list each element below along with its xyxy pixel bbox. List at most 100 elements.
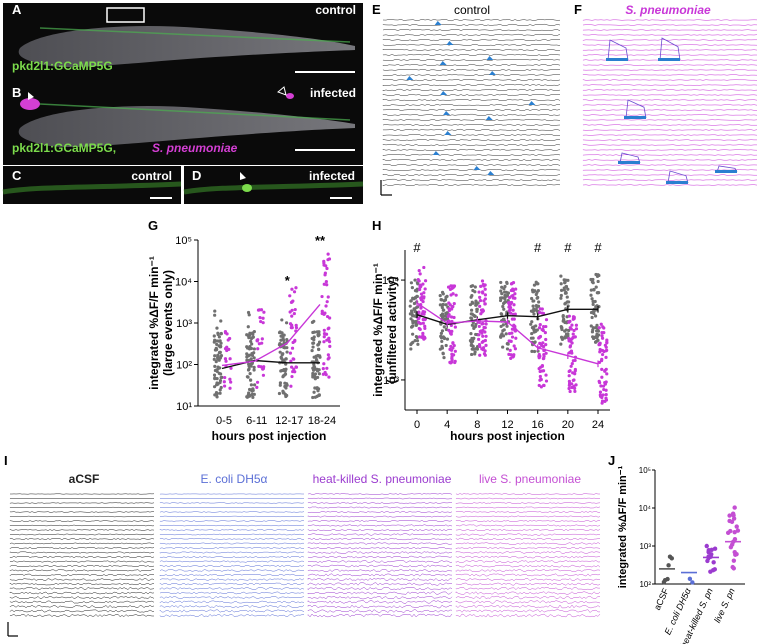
- scatter-point: [600, 336, 605, 340]
- scatter-point: [290, 326, 294, 330]
- panel-i-letter: I: [4, 453, 8, 468]
- scatter-point: [417, 316, 421, 320]
- panel-g-letter: G: [148, 218, 158, 233]
- scatter-point: [513, 292, 517, 296]
- trace-line: [9, 596, 155, 599]
- scatter-point: [289, 359, 293, 363]
- scatter-point: [440, 339, 444, 344]
- scatter-point: [478, 304, 482, 308]
- trace-line: [382, 148, 561, 152]
- scatter-point: [687, 576, 693, 582]
- trace-line: [382, 128, 561, 132]
- scatter-point: [256, 347, 260, 351]
- scatter-point: [218, 356, 222, 360]
- scatter-point: [574, 323, 579, 327]
- y-tick-label: 10³: [639, 542, 651, 551]
- scatter-point: [499, 335, 503, 339]
- scatter-point: [215, 395, 219, 399]
- trace-line: [582, 64, 758, 66]
- scatter-point: [322, 328, 326, 332]
- scatter-point: [261, 373, 266, 377]
- scatter-point: [708, 569, 713, 574]
- event-mark: [486, 56, 494, 60]
- scatter-point: [290, 314, 294, 318]
- scatter-point: [451, 341, 455, 345]
- scatter-point: [600, 352, 605, 357]
- trace-line: [582, 179, 758, 181]
- scatter-point: [219, 319, 223, 323]
- scatter-point: [593, 340, 598, 344]
- scatter-point: [441, 314, 445, 318]
- scatter-point: [326, 252, 330, 256]
- trace-line: [455, 564, 601, 568]
- trace-line: [582, 174, 757, 176]
- scatter-point: [564, 285, 568, 289]
- scatter-point: [418, 272, 422, 276]
- trace-line: [455, 586, 600, 591]
- arrowhead-icon: [28, 92, 34, 100]
- scatter-point: [213, 364, 217, 369]
- scatter-point: [540, 369, 544, 373]
- scatter-point: [667, 554, 673, 559]
- scatter-point: [310, 336, 314, 341]
- trace-line: [582, 124, 757, 126]
- scatter-point: [250, 393, 254, 397]
- scatter-point: [732, 536, 738, 542]
- trace-line: [582, 104, 758, 106]
- scatter-point: [451, 346, 455, 350]
- scatter-point: [282, 333, 286, 337]
- scatter-point: [447, 319, 451, 323]
- panel-f: F S. pneumoniae: [574, 2, 758, 186]
- scatter-point: [423, 279, 428, 283]
- scatter-point: [537, 326, 542, 330]
- trace-line: [9, 613, 154, 617]
- panel-a: A control pkd2l1:GCaMP5G: [3, 2, 363, 85]
- scatter-point: [257, 364, 261, 368]
- scatter-point: [213, 354, 217, 358]
- trace-line: [582, 29, 758, 31]
- scatter-point: [223, 384, 227, 388]
- scatter-point: [419, 306, 423, 310]
- scatter-point: [544, 324, 548, 329]
- scatter-point: [245, 352, 249, 356]
- trace-line: [307, 560, 453, 563]
- trace-line: [307, 600, 453, 604]
- scatter-point: [440, 305, 444, 310]
- scatter-point: [536, 282, 540, 286]
- scatter-point: [452, 302, 456, 306]
- scatter-point: [285, 393, 289, 398]
- scatter-point: [411, 321, 415, 325]
- scatter-point: [418, 287, 422, 292]
- trace-line: [455, 528, 601, 532]
- scatter-point: [281, 374, 286, 378]
- trace-line: [382, 103, 561, 107]
- trace-line: [455, 582, 601, 586]
- scatter-point: [249, 336, 254, 341]
- scatter-point: [215, 377, 219, 381]
- scatter-point: [559, 342, 563, 346]
- scatter-point: [220, 375, 224, 380]
- panel-e-title: control: [454, 3, 490, 17]
- trace-line: [9, 551, 155, 554]
- scatter-point: [594, 335, 598, 339]
- scatter-point: [505, 280, 509, 284]
- scatter-point: [258, 316, 262, 320]
- trace-line: [382, 93, 561, 97]
- scatter-point: [262, 310, 266, 314]
- trace-line: [159, 560, 305, 563]
- trace-line: [159, 538, 305, 540]
- panel-f-letter: F: [574, 2, 582, 17]
- trace-line: [307, 591, 453, 595]
- scatter-point: [315, 330, 319, 334]
- scatter-point: [229, 380, 233, 384]
- trace-line: [382, 163, 561, 167]
- trace-line: [307, 582, 452, 586]
- event-mark: [444, 131, 452, 135]
- scatter-point: [573, 367, 577, 372]
- condition-label: aCSF: [69, 472, 100, 486]
- scatter-point: [245, 333, 249, 337]
- scatter-point: [218, 350, 222, 354]
- scatter-point: [537, 300, 541, 304]
- trace-line: [382, 58, 561, 62]
- scatter-point: [705, 558, 710, 564]
